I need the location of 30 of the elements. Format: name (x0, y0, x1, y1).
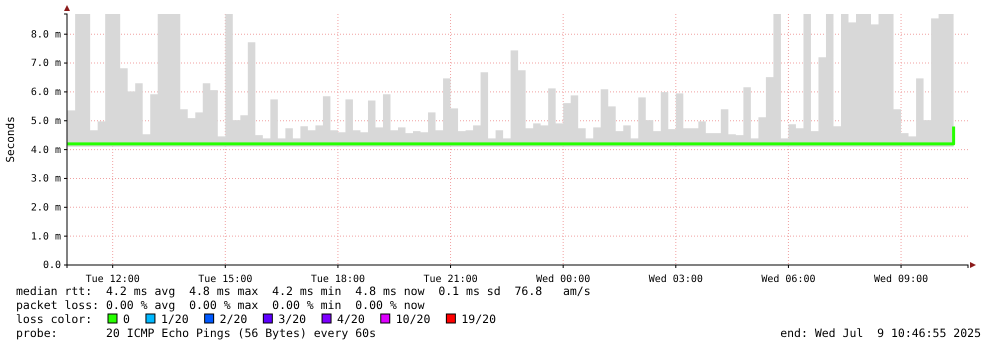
legend-label: 3/20 (278, 312, 306, 326)
y-tick-label: 8.0 m (30, 29, 61, 40)
y-tick-label: 1.0 m (30, 231, 61, 242)
legend-label: 2/20 (220, 312, 248, 326)
x-tick-label: Wed 03:00 (648, 274, 703, 285)
x-tick-label: Wed 00:00 (536, 274, 590, 285)
y-tick-label: 2.0 m (30, 202, 61, 214)
y-tick-label: 0.0 (42, 260, 61, 272)
x-tick-label: Tue 18:00 (310, 274, 366, 285)
text: packet loss: 0.00 % avg 0.00 % max 0.00 % min 0.00 % now (16, 298, 425, 312)
x-tick-label: Wed 06:00 (761, 274, 816, 285)
x-tick-label: Tue 21:00 (423, 274, 478, 285)
legend-label: 0 (123, 312, 130, 326)
text: probe: 20 ICMP Echo Pings (56 Bytes) every 60s (16, 326, 376, 340)
y-axis-title: Seconds (4, 116, 17, 163)
y-tick-label: 4.0 m (30, 144, 61, 156)
legend-label: 4/20 (337, 312, 365, 326)
text: median rtt: 4.2 ms avg 4.8 ms max 4.2 ms min 4.8 ms now 0.1 ms sd 76.8 am/s (16, 284, 591, 298)
y-tick-label: 5.0 m (30, 116, 61, 127)
legend-label: 19/20 (461, 312, 496, 326)
x-tick-label: Wed 09:00 (874, 274, 928, 285)
y-tick-label: 3.0 m (30, 174, 61, 185)
legend-label: 1/20 (160, 312, 189, 326)
text: end: Wed Jul 9 10:46:55 2025 (780, 326, 981, 340)
legend-title: loss color: (16, 312, 92, 326)
y-tick-label: 7.0 m (30, 58, 61, 70)
legend-label: 10/20 (396, 312, 430, 326)
y-tick-label: 6.0 m (30, 87, 61, 98)
x-tick-label: Tue 12:00 (86, 274, 140, 285)
x-tick-label: Tue 15:00 (198, 274, 252, 285)
